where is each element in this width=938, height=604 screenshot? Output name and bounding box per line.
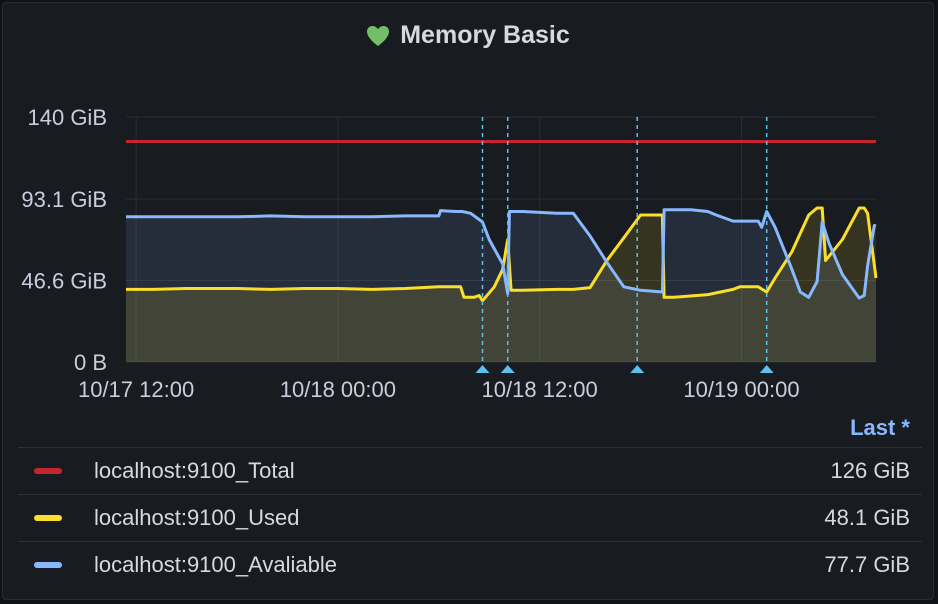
available-series-line[interactable]	[126, 208, 877, 300]
used-area-fill	[126, 208, 876, 362]
legend-label-used: localhost:9100_Used	[94, 505, 300, 530]
x-tick-label: 10/19 00:00	[683, 377, 799, 402]
legend-item-total[interactable]: localhost:9100_Total 126 GiB	[18, 448, 922, 495]
legend-swatch-total	[34, 468, 62, 474]
legend-value-total: 126 GiB	[830, 458, 911, 483]
annotation-marker[interactable]	[759, 365, 774, 373]
legend-value-used: 48.1 GiB	[824, 505, 910, 530]
legend-header: Last *	[18, 408, 922, 448]
y-tick-label: 46.6 GiB	[21, 268, 107, 293]
heart-icon	[367, 25, 390, 46]
annotation-marker[interactable]	[630, 365, 645, 373]
legend-value-available: 77.7 GiB	[824, 552, 910, 577]
legend: Last * localhost:9100_Total 126 GiB loca…	[18, 408, 922, 588]
y-tick-label: 0 B	[74, 350, 107, 375]
legend-swatch-used	[34, 515, 62, 521]
legend-item-available[interactable]: localhost:9100_Avaliable 77.7 GiB	[18, 542, 922, 588]
legend-label-available: localhost:9100_Avaliable	[94, 552, 337, 577]
x-tick-label: 10/18 00:00	[280, 377, 396, 402]
y-tick-label: 93.1 GiB	[21, 187, 107, 212]
x-tick-label: 10/17 12:00	[78, 377, 194, 402]
panel-title: Memory Basic	[400, 21, 570, 49]
annotation-marker[interactable]	[475, 365, 490, 373]
annotation-marker[interactable]	[500, 365, 515, 373]
legend-swatch-available	[34, 562, 62, 568]
x-tick-label: 10/18 12:00	[482, 377, 598, 402]
legend-item-used[interactable]: localhost:9100_Used 48.1 GiB	[18, 495, 922, 542]
legend-last-column-header[interactable]: Last *	[850, 414, 910, 440]
legend-label-total: localhost:9100_Total	[94, 458, 295, 483]
panel-header[interactable]: Memory Basic	[3, 21, 933, 50]
available-area-fill	[126, 209, 876, 362]
y-tick-label: 140 GiB	[28, 105, 108, 130]
used-series-line[interactable]	[126, 206, 878, 303]
